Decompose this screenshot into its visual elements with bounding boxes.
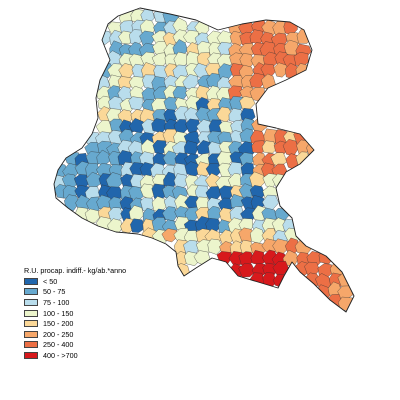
municipality-cell	[161, 228, 178, 243]
municipality-cell	[207, 238, 224, 255]
legend-swatch	[24, 277, 38, 285]
legend-label: 50 - 75	[43, 287, 66, 297]
municipality-cell	[318, 249, 334, 265]
legend-item-150-200: 150 - 200	[24, 318, 224, 329]
legend-swatch	[24, 341, 38, 349]
legend-label: 200 - 250	[43, 329, 74, 339]
map-legend: R.U. procap. indiff.- kg/ab.*anno < 50 5…	[24, 266, 224, 361]
legend-item-50-75: 50 - 75	[24, 287, 224, 298]
municipality-cell	[338, 296, 354, 311]
municipality-cell	[196, 161, 211, 177]
legend-swatch	[24, 298, 38, 306]
municipality-cell	[273, 62, 290, 78]
legend-label: < 50	[43, 276, 58, 286]
legend-item-400-700: 400 - >700	[24, 350, 224, 361]
legend-swatch	[24, 330, 38, 338]
municipality-cells	[54, 8, 354, 311]
legend-label: 400 - >700	[43, 350, 78, 360]
municipality-cell	[84, 208, 101, 224]
legend-swatch	[24, 309, 38, 317]
legend-item-250-400: 250 - 400	[24, 340, 224, 351]
municipality-cell	[130, 218, 146, 233]
legend-label: 100 - 150	[43, 308, 74, 318]
municipality-cell	[261, 140, 276, 154]
region-outline	[53, 7, 355, 313]
legend-swatch	[24, 351, 38, 359]
municipality-cell	[128, 96, 144, 110]
legend-item-75-100: 75 - 100	[24, 297, 224, 308]
municipality-cell	[295, 151, 311, 167]
legend-item-200-250: 200 - 250	[24, 329, 224, 340]
municipality-cell	[263, 51, 279, 66]
legend-label: 250 - 400	[43, 340, 74, 350]
legend-label: 75 - 100	[43, 297, 70, 307]
legend-swatch	[24, 320, 38, 328]
municipality-cell	[64, 194, 80, 211]
legend-title: R.U. procap. indiff.- kg/ab.*anno	[24, 266, 127, 275]
legend-item-100-150: 100 - 150	[24, 308, 224, 319]
municipality-cell	[238, 262, 256, 278]
legend-swatch	[24, 288, 38, 296]
legend-item-lt50: < 50	[24, 276, 224, 287]
legend-label: 150 - 200	[43, 319, 74, 329]
municipality-cell	[184, 140, 199, 156]
municipality-cell	[251, 117, 269, 133]
